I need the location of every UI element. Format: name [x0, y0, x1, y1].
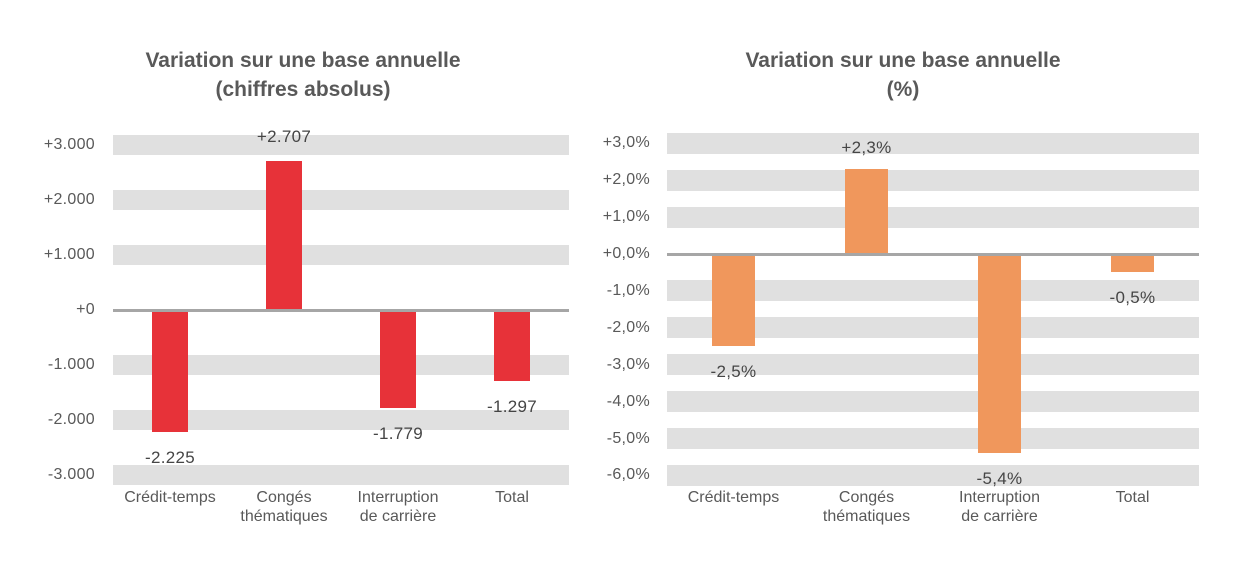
- bar: [978, 254, 1021, 454]
- zero-axis-line: [667, 252, 1199, 256]
- gridline-band: [667, 428, 1199, 449]
- gridline-band: [667, 132, 1199, 154]
- y-tick-label: +2,0%: [602, 171, 650, 189]
- data-label: -1.779: [372, 423, 424, 443]
- category-label-line: Congés: [838, 489, 895, 506]
- bar: [712, 254, 755, 347]
- gridline-band: [667, 391, 1199, 413]
- data-label: +2,3%: [841, 138, 892, 158]
- data-label: -2,5%: [710, 362, 757, 382]
- gridline-band: [667, 354, 1199, 376]
- bar: [380, 310, 416, 408]
- bar: [1111, 254, 1154, 273]
- gridline-band: [667, 169, 1199, 191]
- category-label: Crédit-temps: [659, 488, 809, 507]
- gridline-band: [667, 280, 1199, 302]
- y-tick-label: +2.000: [43, 191, 95, 208]
- chart-title-percent: Variation sur une base annuelle (%): [663, 46, 1143, 104]
- category-label-line: Crédit-temps: [124, 489, 216, 506]
- gridline-band: [113, 410, 569, 430]
- data-label: -0,5%: [1109, 288, 1156, 308]
- category-label-line: Crédit-temps: [687, 489, 780, 506]
- chart-title-line2: (chiffres absolus): [215, 78, 391, 101]
- y-tick-label: -5,0%: [606, 429, 650, 447]
- gridline-band: [667, 317, 1199, 339]
- chart-title-absolute: Variation sur une base annuelle (chiffre…: [63, 46, 543, 104]
- category-label-line: Interruption: [357, 489, 439, 506]
- y-tick-label: +1.000: [43, 246, 95, 263]
- chart-title-line2: (%): [886, 78, 920, 101]
- category-label-line: Congés: [256, 489, 312, 506]
- category-label: Interruption de carrière: [323, 488, 473, 526]
- category-label-line: de carrière: [359, 508, 437, 525]
- y-tick-label: +1,0%: [602, 208, 650, 226]
- zero-axis-line: [113, 308, 569, 312]
- data-label: -5,4%: [976, 469, 1023, 489]
- chart-title-line1: Variation sur une base annuelle: [145, 49, 461, 72]
- y-tick-label: +0,0%: [602, 245, 650, 262]
- category-label: Total: [437, 488, 587, 507]
- bar: [152, 310, 188, 433]
- category-label-line: Interruption: [959, 489, 1040, 506]
- category-label-line: Total: [1115, 489, 1150, 506]
- gridline-band: [667, 206, 1199, 228]
- gridline-band: [113, 135, 569, 155]
- y-tick-label: +0: [76, 301, 95, 318]
- category-label-line: thématiques: [240, 508, 328, 525]
- category-label-line: Total: [495, 489, 529, 506]
- data-label: -1.297: [486, 397, 538, 417]
- y-tick-label: -3.000: [47, 466, 95, 483]
- gridline-band: [667, 464, 1199, 486]
- data-label: +2.707: [256, 127, 312, 147]
- y-tick-label: -3,0%: [606, 355, 650, 373]
- gridline-band: [113, 355, 569, 375]
- category-label-line: thématiques: [822, 508, 911, 525]
- y-tick-label: -2,0%: [606, 318, 650, 336]
- bar: [266, 161, 302, 310]
- gridline-band: [113, 190, 569, 210]
- category-label: Crédit-temps: [95, 488, 245, 507]
- bar: [494, 310, 530, 382]
- y-tick-label: -4,0%: [606, 392, 650, 410]
- category-label: Interruption de carrière: [925, 488, 1075, 526]
- y-tick-label: -2.000: [47, 411, 95, 428]
- category-label: Congés thématiques: [209, 488, 359, 526]
- chart-title-line1: Variation sur une base annuelle: [745, 49, 1061, 72]
- category-label-line: de carrière: [961, 508, 1038, 525]
- y-tick-label: +3.000: [43, 136, 95, 153]
- gridline-band: [113, 465, 569, 485]
- category-label: Total: [1058, 488, 1208, 507]
- y-tick-label: -1.000: [47, 356, 95, 373]
- y-tick-label: -1,0%: [606, 281, 650, 299]
- y-tick-label: -6,0%: [606, 466, 650, 484]
- category-label: Congés thématiques: [792, 488, 942, 526]
- y-tick-label: +3,0%: [602, 134, 650, 152]
- data-label: -2.225: [144, 448, 196, 468]
- bar: [845, 169, 888, 254]
- gridline-band: [113, 245, 569, 265]
